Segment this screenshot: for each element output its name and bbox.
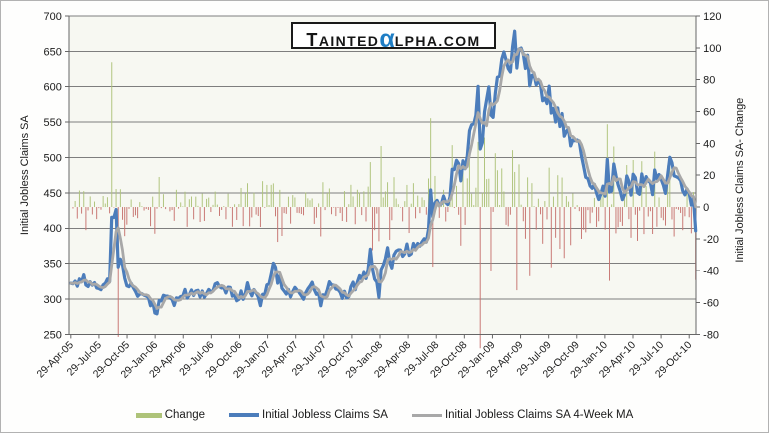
legend-label-ma: Initial Jobless Claims SA 4-Week MA: [444, 409, 634, 421]
ma-series-swatch: [411, 413, 442, 417]
plot-area: [68, 15, 697, 335]
ma-line: [69, 47, 698, 310]
legend-label-claims: Initial Jobless Claims SA: [262, 409, 388, 421]
change-series-swatch: [135, 412, 162, 418]
y-left-tick-label: 550: [44, 117, 62, 129]
axes: [64, 15, 701, 339]
claims-line: [69, 29, 698, 316]
y-left-tick-label: 600: [44, 82, 62, 94]
legend-item-change[interactable]: Change: [135, 409, 206, 421]
site-logo[interactable]: T AINTED α LPHA.COM: [291, 22, 496, 53]
y-left-tick-label: 300: [44, 294, 62, 306]
y-right-axis-title: Initial Jobless Claims SA- Change: [734, 98, 746, 263]
y-right-tick-label: -40: [703, 266, 719, 278]
y-left-tick-label: 250: [44, 329, 62, 341]
y-left-tick-label: 450: [44, 188, 62, 200]
y-left-tick-label: 400: [44, 223, 62, 235]
y-left-tick-label: 500: [44, 152, 62, 164]
y-right-tick-label: -20: [703, 234, 719, 246]
logo-text-part1: AINTED: [318, 33, 380, 49]
y-left-tick-label: 650: [44, 46, 62, 58]
legend-label-change: Change: [164, 409, 206, 421]
y-left-tick-label: 700: [44, 11, 62, 23]
y-left-tick-label: 350: [44, 259, 62, 271]
y-right-tick-label: 80: [703, 75, 715, 87]
alpha-icon: α: [379, 25, 395, 53]
claims-series-swatch: [229, 413, 260, 417]
y-right-tick-label: 120: [703, 11, 721, 23]
y-left-axis-title: Initial Jobless Claims SA: [19, 115, 31, 235]
change-bars: [72, 62, 697, 349]
y-right-tick-label: -80: [703, 329, 719, 341]
y-right-tick-label: 0: [703, 202, 709, 214]
y-right-tick-label: 20: [703, 170, 715, 182]
y-right-tick-label: 40: [703, 138, 715, 150]
logo-text-part2: LPHA.COM: [394, 33, 481, 49]
legend-item-claims[interactable]: Initial Jobless Claims SA: [229, 409, 388, 421]
y-right-tick-label: 100: [703, 43, 721, 55]
logo-lead-letter: T: [306, 30, 319, 50]
chart-legend: Change Initial Jobless Claims SA Initial…: [1, 404, 768, 426]
legend-item-ma[interactable]: Initial Jobless Claims SA 4-Week MA: [411, 409, 634, 421]
y-right-tick-label: -60: [703, 298, 719, 310]
y-right-tick-label: 60: [703, 106, 715, 118]
